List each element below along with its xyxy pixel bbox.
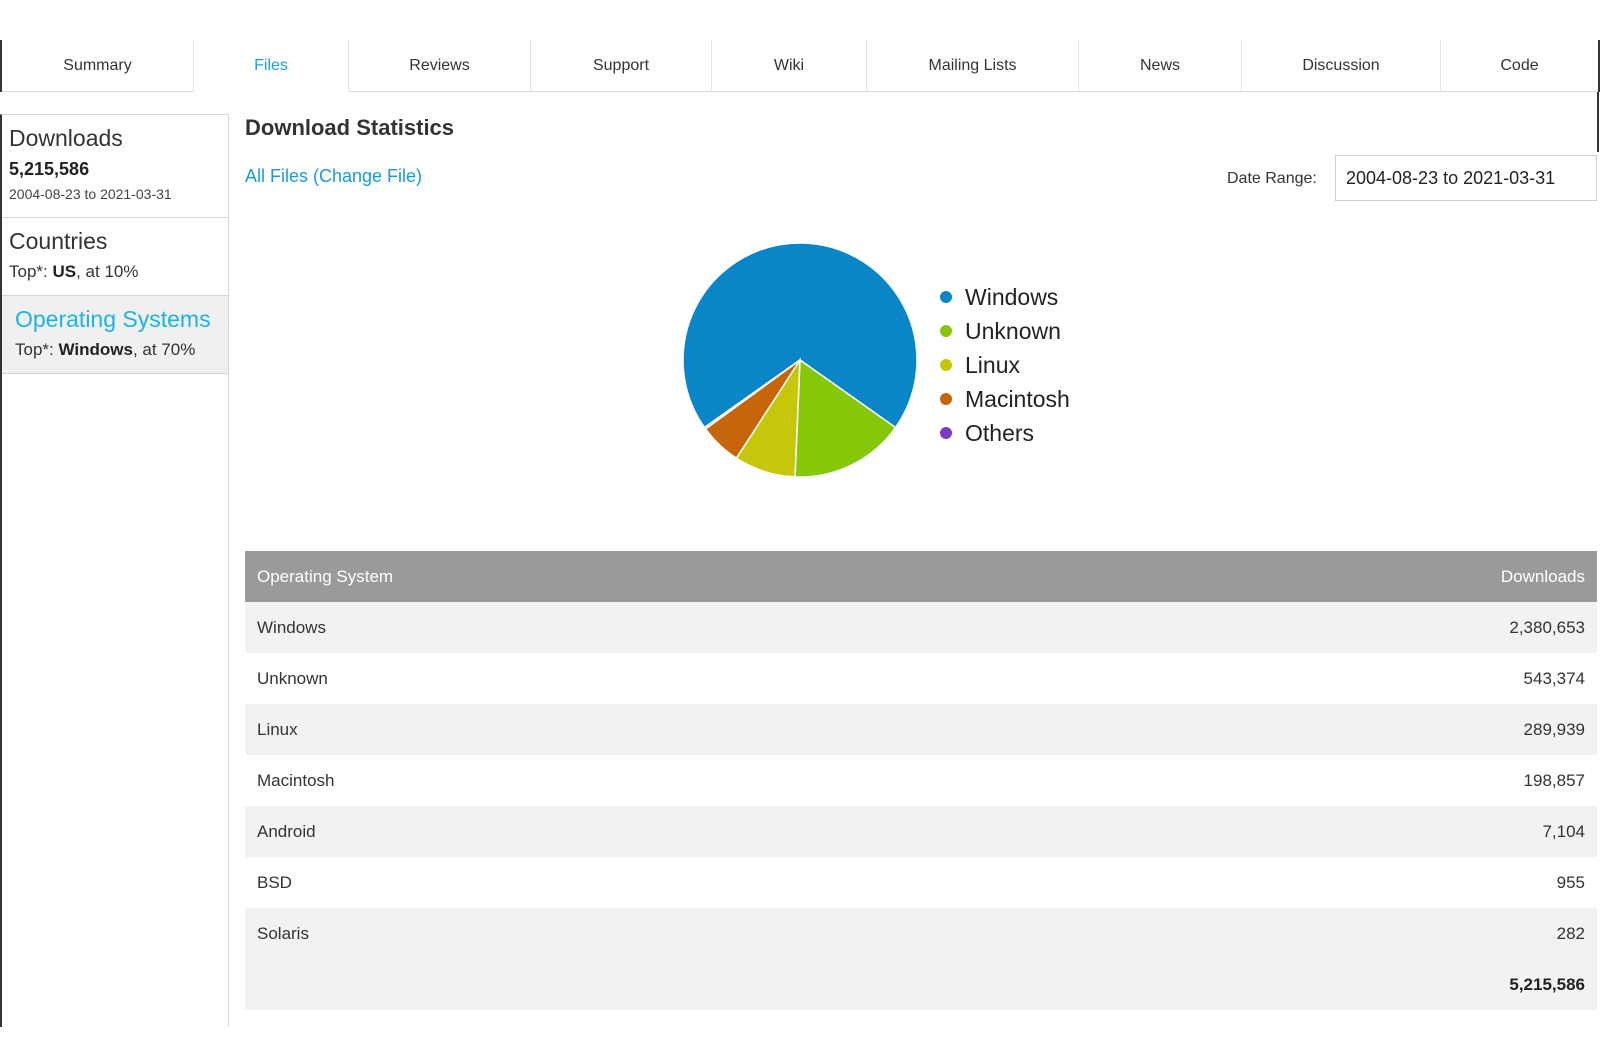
legend-dot-linux bbox=[940, 359, 952, 371]
sidebar-countries-top: Top*: US, at 10% bbox=[9, 262, 221, 282]
legend-dot-unknown bbox=[940, 325, 952, 337]
table-cell-os: Solaris bbox=[245, 908, 1052, 959]
table-cell-downloads: 282 bbox=[1051, 908, 1597, 959]
pie-slice-windows[interactable] bbox=[682, 242, 918, 429]
table-cell-os: Macintosh bbox=[245, 755, 1052, 806]
sidebar-os-prefix: Top*: bbox=[15, 340, 59, 359]
table-row: Windows 2,380,653 bbox=[245, 602, 1597, 653]
tab-support[interactable]: Support bbox=[531, 40, 712, 92]
table-total-label bbox=[245, 959, 1052, 1010]
sidebar-operating-systems[interactable]: Operating Systems Top*: Windows, at 70% bbox=[2, 296, 228, 374]
sidebar-countries-top-value: US bbox=[52, 262, 77, 281]
sidebar-os-top-value: Windows bbox=[58, 340, 133, 359]
column-header-os[interactable]: Operating System bbox=[245, 551, 1052, 602]
legend-label-linux: Linux bbox=[965, 351, 1020, 378]
os-downloads-table: Operating System Downloads Windows 2,380… bbox=[245, 551, 1597, 1010]
table-cell-os: BSD bbox=[245, 857, 1052, 908]
tab-news[interactable]: News bbox=[1079, 40, 1242, 92]
sidebar-os-title: Operating Systems bbox=[15, 306, 211, 332]
tab-wiki[interactable]: Wiki bbox=[712, 40, 867, 92]
pie-slice-others[interactable] bbox=[703, 359, 801, 431]
sidebar-downloads-total: 5,215,586 bbox=[9, 159, 90, 179]
table-row: Unknown 543,374 bbox=[245, 653, 1597, 704]
sidebar-downloads-range: 2004-08-23 to 2021-03-31 bbox=[9, 186, 172, 202]
legend-item-linux[interactable]: Linux bbox=[940, 348, 1070, 382]
legend-item-unknown[interactable]: Unknown bbox=[940, 314, 1070, 348]
table-row: Macintosh 198,857 bbox=[245, 755, 1597, 806]
table-cell-downloads: 198,857 bbox=[1051, 755, 1597, 806]
tab-mailing-lists[interactable]: Mailing Lists bbox=[867, 40, 1079, 92]
pie-slice-unknown[interactable] bbox=[794, 358, 897, 478]
tab-files[interactable]: Files bbox=[194, 40, 349, 92]
sidebar-downloads-title: Downloads bbox=[9, 125, 123, 151]
legend-dot-windows bbox=[940, 291, 952, 303]
legend-label-others: Others bbox=[965, 419, 1035, 446]
table-row: Linux 289,939 bbox=[245, 704, 1597, 755]
table-cell-downloads: 2,380,653 bbox=[1051, 602, 1597, 653]
date-range-input[interactable] bbox=[1335, 155, 1597, 201]
column-header-downloads[interactable]: Downloads bbox=[1051, 551, 1597, 602]
page-title: Download Statistics bbox=[245, 115, 455, 140]
legend-item-others[interactable]: Others bbox=[940, 416, 1070, 450]
legend-label-macintosh: Macintosh bbox=[965, 385, 1070, 412]
table-row: BSD 955 bbox=[245, 857, 1597, 908]
sidebar-countries[interactable]: Countries Top*: US, at 10% bbox=[2, 218, 228, 296]
sidebar-countries-prefix: Top*: bbox=[9, 262, 53, 281]
table-cell-os: Linux bbox=[245, 704, 1052, 755]
os-pie-chart bbox=[682, 242, 918, 478]
legend-label-unknown: Unknown bbox=[965, 317, 1061, 344]
sidebar-countries-title: Countries bbox=[9, 228, 108, 254]
legend-dot-macintosh bbox=[940, 393, 952, 405]
table-cell-os: Android bbox=[245, 806, 1052, 857]
table-cell-os: Unknown bbox=[245, 653, 1052, 704]
chart-legend: Windows Unknown Linux Macintosh Others bbox=[940, 280, 1070, 450]
page-edge bbox=[1597, 92, 1599, 152]
tab-code[interactable]: Code bbox=[1441, 40, 1598, 92]
change-file-link[interactable]: All Files (Change File) bbox=[245, 166, 423, 186]
tab-summary[interactable]: Summary bbox=[2, 40, 194, 92]
table-cell-downloads: 543,374 bbox=[1051, 653, 1597, 704]
table-cell-downloads: 955 bbox=[1051, 857, 1597, 908]
date-range-label: Date Range: bbox=[1227, 170, 1317, 187]
sidebar-os-suffix: , at 70% bbox=[132, 340, 196, 359]
legend-dot-others bbox=[940, 427, 952, 439]
legend-item-macintosh[interactable]: Macintosh bbox=[940, 382, 1070, 416]
table-total-value: 5,215,586 bbox=[1051, 959, 1597, 1010]
table-cell-downloads: 7,104 bbox=[1051, 806, 1597, 857]
sidebar-downloads[interactable]: Downloads 5,215,586 2004-08-23 to 2021-0… bbox=[2, 115, 228, 218]
table-cell-os: Windows bbox=[245, 602, 1052, 653]
legend-item-windows[interactable]: Windows bbox=[940, 280, 1070, 314]
table-total-row: 5,215,586 bbox=[245, 959, 1597, 1010]
stats-sidebar: Downloads 5,215,586 2004-08-23 to 2021-0… bbox=[0, 114, 229, 1027]
table-row: Solaris 282 bbox=[245, 908, 1597, 959]
tab-reviews[interactable]: Reviews bbox=[349, 40, 531, 92]
project-tabs: Summary Files Reviews Support Wiki Maili… bbox=[0, 40, 1600, 92]
legend-label-windows: Windows bbox=[965, 283, 1059, 310]
tab-discussion[interactable]: Discussion bbox=[1242, 40, 1441, 92]
table-header-row: Operating System Downloads bbox=[245, 551, 1597, 602]
sidebar-countries-suffix: , at 10% bbox=[76, 262, 139, 281]
sidebar-os-top: Top*: Windows, at 70% bbox=[15, 340, 221, 360]
table-row: Android 7,104 bbox=[245, 806, 1597, 857]
table-cell-downloads: 289,939 bbox=[1051, 704, 1597, 755]
